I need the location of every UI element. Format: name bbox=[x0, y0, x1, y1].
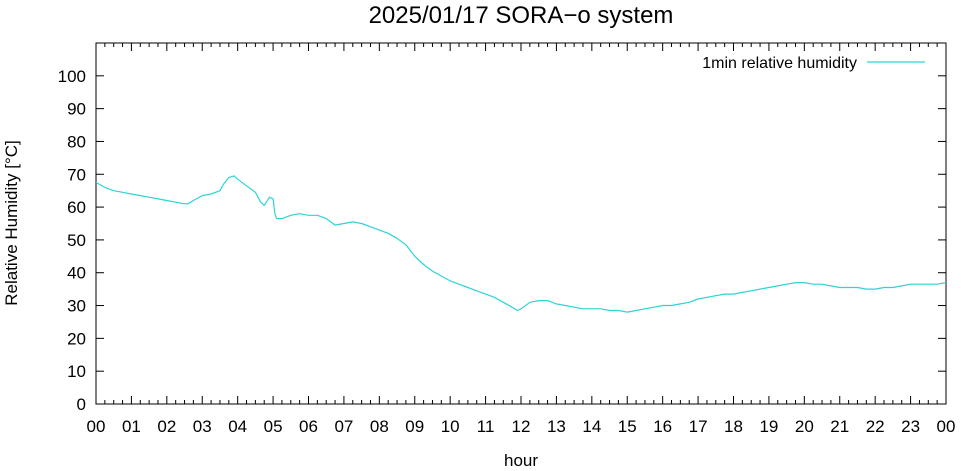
legend: 1min relative humidity bbox=[702, 55, 925, 72]
y-tick-label: 90 bbox=[67, 100, 86, 119]
y-axis-label: Relative Humidity [°C] bbox=[2, 140, 21, 306]
x-tick-label: 04 bbox=[228, 417, 247, 436]
y-tick-label: 100 bbox=[58, 67, 86, 86]
x-tick-label: 00 bbox=[937, 417, 956, 436]
x-tick-label: 08 bbox=[370, 417, 389, 436]
x-tick-label: 16 bbox=[653, 417, 672, 436]
x-axis: 00 01 02 03 04 05 06 07 08 09 10 11 12 13 14 15 16 17 18 19… bbox=[87, 43, 956, 436]
y-tick-label: 10 bbox=[67, 362, 86, 381]
plot-area bbox=[95, 42, 947, 405]
series-layer bbox=[95, 175, 947, 313]
y-tick-label: 70 bbox=[67, 165, 86, 184]
x-tick-label: 17 bbox=[689, 417, 708, 436]
x-axis-label: hour bbox=[504, 451, 538, 470]
x-tick-label: 11 bbox=[477, 417, 495, 436]
x-tick-label: 00 bbox=[87, 417, 106, 436]
chart-title: 2025/01/17 SORA−o system bbox=[369, 2, 674, 29]
y-tick-label: 30 bbox=[67, 297, 86, 316]
x-tick-label: 07 bbox=[334, 417, 353, 436]
y-tick-label: 80 bbox=[67, 132, 86, 151]
x-tick-label: 18 bbox=[724, 417, 743, 436]
y-tick-label: 40 bbox=[67, 264, 86, 283]
x-tick-label: 10 bbox=[441, 417, 460, 436]
x-tick-label: 20 bbox=[795, 417, 814, 436]
x-tick-label: 14 bbox=[582, 417, 601, 436]
x-tick-label: 02 bbox=[157, 417, 176, 436]
y-tick-label: 50 bbox=[67, 231, 86, 250]
legend-label: 1min relative humidity bbox=[702, 55, 857, 72]
x-tick-label: 03 bbox=[193, 417, 212, 436]
x-tick-label: 23 bbox=[901, 417, 920, 436]
x-tick-label: 19 bbox=[759, 417, 778, 436]
x-tick-label: 06 bbox=[299, 417, 318, 436]
series-line bbox=[95, 175, 947, 313]
plot-frame bbox=[95, 42, 947, 405]
x-tick-label: 13 bbox=[547, 417, 566, 436]
x-tick-label: 21 bbox=[830, 417, 849, 436]
x-tick-label: 22 bbox=[866, 417, 885, 436]
y-tick-label: 60 bbox=[67, 198, 86, 217]
x-tick-label: 05 bbox=[264, 417, 283, 436]
x-tick-label: 09 bbox=[405, 417, 424, 436]
x-tick-label: 12 bbox=[512, 417, 531, 436]
y-tick-label: 20 bbox=[67, 329, 86, 348]
y-tick-label: 0 bbox=[77, 395, 86, 414]
y-axis: 0 10 20 30 40 50 60 70 80 90 100 bbox=[58, 67, 946, 414]
x-tick-label: 01 bbox=[122, 417, 141, 436]
x-tick-label: 15 bbox=[618, 417, 637, 436]
